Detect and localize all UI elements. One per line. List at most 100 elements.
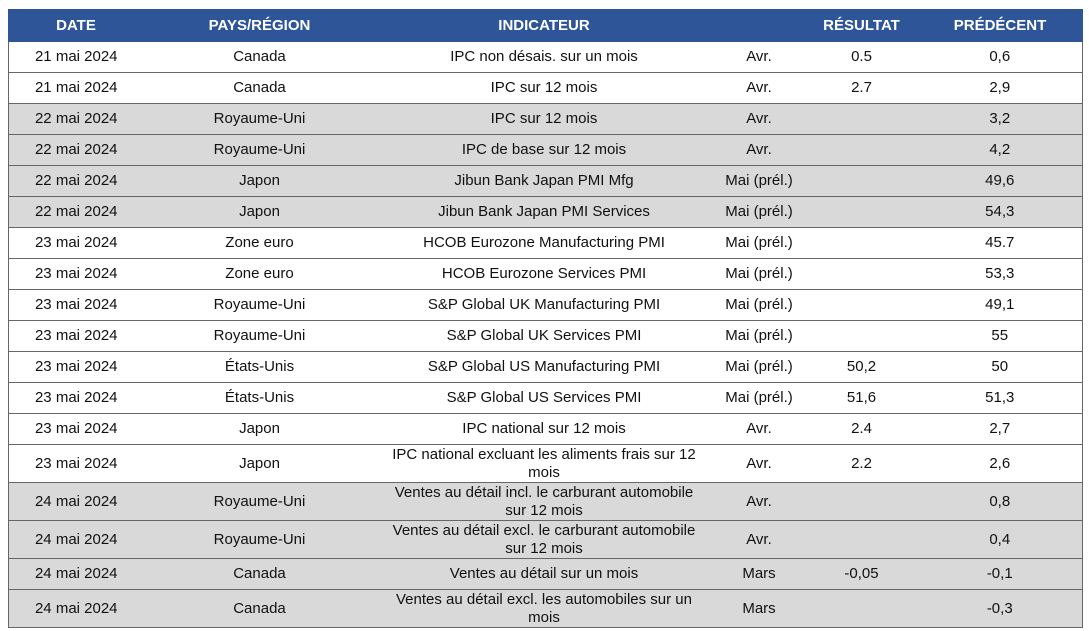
table-row: 22 mai 2024 Japon Jibun Bank Japan PMI Mfg… xyxy=(8,165,1083,197)
result-text: -0,05 xyxy=(844,565,879,582)
previous-cell: 50 xyxy=(917,351,1083,383)
date-cell: 22 mai 2024 xyxy=(8,196,144,228)
period-cell: Avr. xyxy=(712,72,806,104)
table-row: 23 mai 2024 Zone euro HCOB Eurozone Manufa… xyxy=(8,227,1083,259)
table-row: 22 mai 2024 Japon Jibun Bank Japan PMI Ser… xyxy=(8,196,1083,228)
table-row: 24 mai 2024 Royaume-Uni Ventes au détail e… xyxy=(8,520,1083,559)
previous-cell: 2,9 xyxy=(917,72,1083,104)
date-cell: 21 mai 2024 xyxy=(8,72,144,104)
result-cell: 2.7 xyxy=(805,72,918,104)
table-row: 23 mai 2024 Zone euro HCOB Eurozone Servic… xyxy=(8,258,1083,290)
previous-text: 0,6 xyxy=(989,48,1011,65)
region-text: Canada xyxy=(233,565,286,582)
indicator-text: S&P Global UK Manufacturing PMI xyxy=(427,296,661,313)
indicator-text: HCOB Eurozone Services PMI xyxy=(441,265,647,282)
date-text: 23 mai 2024 xyxy=(34,296,118,313)
result-cell xyxy=(805,134,918,166)
table-row: 23 mai 2024 Japon IPC national excluant le… xyxy=(8,444,1083,483)
region-cell: Zone euro xyxy=(143,258,376,290)
result-cell xyxy=(805,320,918,352)
period-cell: Mai (prél.) xyxy=(712,351,806,383)
date-text: 23 mai 2024 xyxy=(34,420,118,437)
region-cell: Canada xyxy=(143,558,376,590)
result-cell xyxy=(805,589,918,628)
previous-cell: 53,3 xyxy=(917,258,1083,290)
previous-cell: 45.7 xyxy=(917,227,1083,259)
period-text: Avr. xyxy=(746,110,772,127)
date-cell: 22 mai 2024 xyxy=(8,134,144,166)
date-text: 21 mai 2024 xyxy=(34,79,118,96)
previous-cell: 55 xyxy=(917,320,1083,352)
period-text: Mai (prél.) xyxy=(725,327,793,344)
table-row: 23 mai 2024 États-Unis S&P Global US Manuf… xyxy=(8,351,1083,383)
date-text: 23 mai 2024 xyxy=(34,358,118,375)
indicator-text: S&P Global US Services PMI xyxy=(446,389,642,406)
indicator-text: IPC de base sur 12 mois xyxy=(461,141,627,158)
previous-text: 54,3 xyxy=(985,203,1015,220)
date-cell: 24 mai 2024 xyxy=(8,589,144,628)
indicator-cell: S&P Global UK Manufacturing PMI xyxy=(375,289,713,321)
table-row: 23 mai 2024 Royaume-Uni S&P Global UK Serv… xyxy=(8,320,1083,352)
date-text: 22 mai 2024 xyxy=(34,141,118,158)
period-text: Avr. xyxy=(746,79,772,96)
region-text: Canada xyxy=(233,79,286,96)
indicator-cell: Ventes au détail sur un mois xyxy=(375,558,713,590)
result-cell xyxy=(805,289,918,321)
previous-text: 0,4 xyxy=(989,530,1011,548)
region-cell: Royaume-Uni xyxy=(143,289,376,321)
period-text: Avr. xyxy=(746,530,772,548)
region-cell: Japon xyxy=(143,196,376,228)
indicator-text: Ventes au détail excl. le carburant auto… xyxy=(392,521,696,557)
region-text: Canada xyxy=(233,599,286,617)
region-text: Zone euro xyxy=(225,234,294,251)
indicator-cell: HCOB Eurozone Services PMI xyxy=(375,258,713,290)
indicator-text: Ventes au détail sur un mois xyxy=(449,565,639,582)
date-text: 24 mai 2024 xyxy=(34,599,118,617)
period-text: Mai (prél.) xyxy=(725,203,793,220)
period-cell: Mai (prél.) xyxy=(712,227,806,259)
region-cell: Royaume-Uni xyxy=(143,320,376,352)
period-text: Mars xyxy=(742,565,776,582)
previous-text: 3,2 xyxy=(989,110,1011,127)
period-text: Avr. xyxy=(746,492,772,510)
previous-text: 45.7 xyxy=(985,234,1015,251)
indicator-cell: HCOB Eurozone Manufacturing PMI xyxy=(375,227,713,259)
period-cell: Mars xyxy=(712,558,806,590)
result-cell xyxy=(805,103,918,135)
header-row: DATE PAYS/RÉGION INDICATEUR RÉSULTAT PRÉ… xyxy=(8,9,1083,42)
indicator-text: IPC sur 12 mois xyxy=(490,79,598,96)
date-cell: 23 mai 2024 xyxy=(8,351,144,383)
region-text: Royaume-Uni xyxy=(213,492,306,510)
result-cell xyxy=(805,520,918,559)
table-row: 23 mai 2024 Royaume-Uni S&P Global UK Manu… xyxy=(8,289,1083,321)
previous-text: -0,3 xyxy=(986,599,1013,617)
region-cell: Japon xyxy=(143,444,376,483)
previous-text: 50 xyxy=(991,358,1009,375)
previous-text: 49,6 xyxy=(985,172,1015,189)
date-cell: 24 mai 2024 xyxy=(8,520,144,559)
table-header: DATE PAYS/RÉGION INDICATEUR RÉSULTAT PRÉ… xyxy=(8,9,1083,42)
previous-text: 2,7 xyxy=(989,420,1011,437)
period-text: Mai (prél.) xyxy=(725,172,793,189)
period-cell: Mai (prél.) xyxy=(712,289,806,321)
date-text: 24 mai 2024 xyxy=(34,565,118,582)
previous-text: 51,3 xyxy=(985,389,1015,406)
previous-cell: 3,2 xyxy=(917,103,1083,135)
previous-cell: 0,6 xyxy=(917,41,1083,73)
result-cell xyxy=(805,196,918,228)
period-cell: Mai (prél.) xyxy=(712,320,806,352)
date-cell: 23 mai 2024 xyxy=(8,258,144,290)
header-cell: DATE xyxy=(8,9,144,42)
date-cell: 23 mai 2024 xyxy=(8,413,144,445)
date-cell: 24 mai 2024 xyxy=(8,558,144,590)
indicator-text: Jibun Bank Japan PMI Mfg xyxy=(454,172,634,189)
result-text: 50,2 xyxy=(846,358,877,375)
region-text: Royaume-Uni xyxy=(213,327,306,344)
date-cell: 23 mai 2024 xyxy=(8,289,144,321)
result-cell: 50,2 xyxy=(805,351,918,383)
previous-text: 2,9 xyxy=(989,79,1011,96)
region-cell: Zone euro xyxy=(143,227,376,259)
previous-cell: 0,4 xyxy=(917,520,1083,559)
period-cell: Avr. xyxy=(712,41,806,73)
